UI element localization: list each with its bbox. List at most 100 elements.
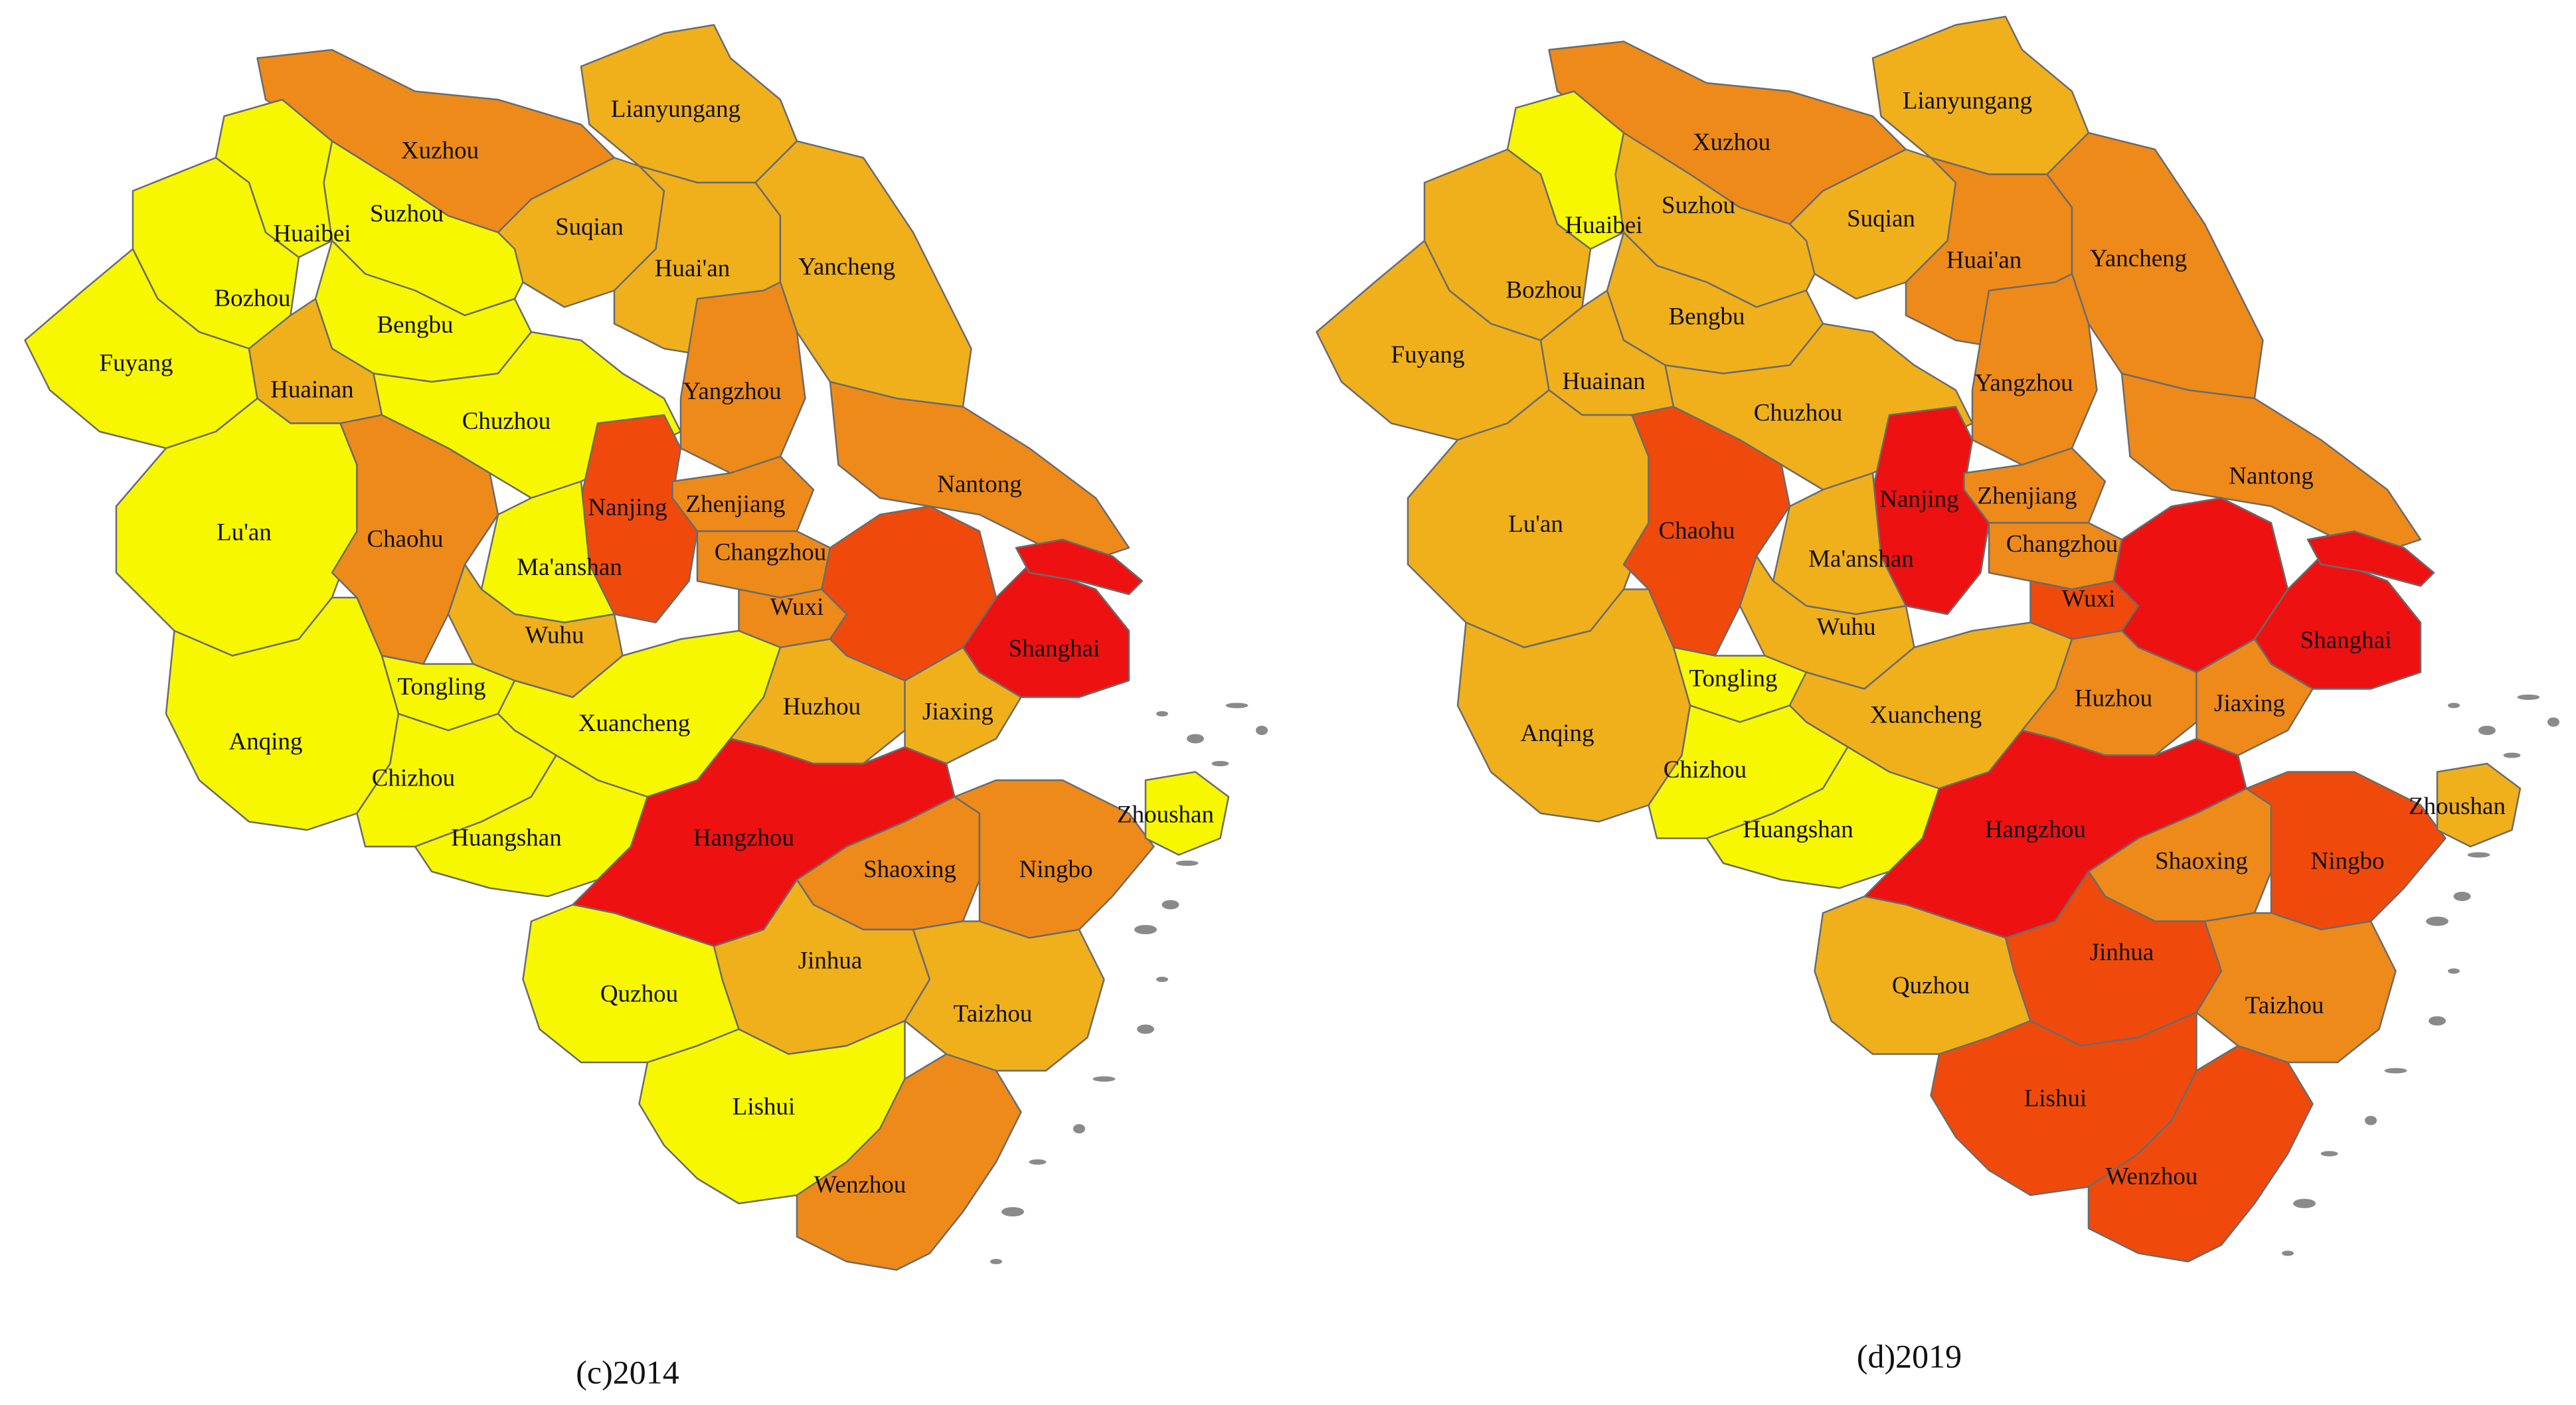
region-ningbo — [2245, 771, 2447, 931]
city-label: Wenzhou — [814, 1171, 906, 1198]
city-label: Changzhou — [2006, 531, 2118, 558]
city-label: Lianyungang — [1903, 87, 2032, 114]
region-jiaxing — [904, 646, 1022, 765]
city-label: Ma'anshan — [1808, 545, 1914, 572]
city-label: Xuancheng — [578, 710, 691, 737]
city-label: Suzhou — [1662, 192, 1735, 219]
island-mark — [2384, 1068, 2407, 1074]
city-label: Bengbu — [377, 311, 453, 339]
city-label: Jiaxing — [922, 698, 993, 725]
city-label: Zhoushan — [2409, 793, 2506, 820]
city-label: Hangzhou — [693, 824, 794, 851]
island-mark — [2293, 1198, 2316, 1208]
city-label: Chuzhou — [1754, 399, 1843, 426]
city-label: Ningbo — [2311, 847, 2385, 874]
city-label: Lishui — [2024, 1085, 2087, 1112]
island-chongming — [1015, 538, 1144, 596]
city-label: Shanghai — [1009, 635, 1100, 662]
city-label: Yangzhou — [1974, 369, 2073, 396]
city-label: Huzhou — [2075, 685, 2152, 712]
city-label: Taizhou — [2245, 992, 2324, 1019]
region-jiaxing — [2195, 638, 2314, 756]
city-label: Yangzhou — [683, 378, 781, 405]
island-mark — [1092, 1076, 1116, 1082]
city-label: Tongling — [397, 673, 485, 701]
island-mark — [2282, 1250, 2294, 1256]
city-label: Wenzhou — [2106, 1163, 2198, 1190]
city-label: Fuyang — [1391, 341, 1465, 369]
city-label: Chaohu — [367, 525, 443, 552]
island-mark — [990, 1259, 1002, 1264]
island-mark — [2547, 717, 2559, 727]
region-zhoushan — [2436, 762, 2522, 848]
city-label: Chuzhou — [462, 408, 551, 435]
city-label: Nanjing — [588, 494, 667, 521]
island-mark — [2320, 1151, 2338, 1157]
city-label: Huaibei — [273, 220, 351, 247]
city-label: Chizhou — [1664, 756, 1747, 784]
city-label: Huangshan — [1743, 816, 1853, 843]
city-label: Huainan — [1562, 368, 1645, 395]
island-mark — [2453, 892, 2471, 901]
island-mark — [1156, 711, 1168, 716]
island-mark — [1134, 925, 1157, 934]
island-mark — [2448, 968, 2460, 974]
city-label: Zhenjiang — [685, 491, 785, 518]
city-label: Fuyang — [100, 349, 173, 376]
region-ningbo — [954, 779, 1155, 939]
region-taizhou — [2195, 912, 2397, 1064]
island-mark — [1029, 1159, 1047, 1165]
city-label: Bozhou — [1505, 276, 1582, 303]
island-mark — [1175, 861, 1199, 866]
region-chizhou — [1648, 704, 1849, 839]
map-1: Xuzhou Lianyungang Suzhou Huaibei Suqian Huai… — [1316, 15, 2559, 1374]
island-mark — [2365, 1116, 2377, 1125]
city-label: Huaibei — [1565, 212, 1642, 239]
island-mark — [1187, 734, 1204, 744]
city-label: Hangzhou — [1985, 816, 2086, 843]
city-label: Changzhou — [715, 538, 827, 566]
city-label: Lu'an — [1508, 511, 1563, 538]
city-label: Bozhou — [214, 285, 290, 312]
city-label: Huai'an — [1946, 246, 2022, 274]
city-label: Suqian — [555, 213, 624, 240]
map-caption: (c)2014 — [576, 1353, 679, 1390]
city-label: Lu'an — [216, 519, 272, 546]
city-label: Lishui — [732, 1093, 796, 1120]
city-label: Tongling — [1689, 665, 1777, 692]
city-label: Xuancheng — [1870, 701, 1982, 728]
island-mark — [1137, 1025, 1154, 1034]
island-mark — [1001, 1207, 1024, 1216]
city-label: Wuxi — [2062, 585, 2116, 612]
city-label: Chaohu — [1658, 517, 1735, 544]
city-label: Xuzhou — [1693, 129, 1770, 156]
map-0: Xuzhou Lianyungang Suzhou Huaibei Suqian Huai… — [24, 24, 1268, 1390]
city-label: Quzhou — [1892, 972, 1970, 999]
city-label: Suqian — [1847, 205, 1915, 232]
city-label: Quzhou — [600, 980, 678, 1007]
city-label: Yancheng — [798, 253, 895, 280]
city-label: Shanghai — [2300, 627, 2392, 654]
city-label: Lianyungang — [611, 96, 740, 123]
city-label: Jinhua — [798, 947, 863, 974]
city-label: Huangshan — [451, 824, 561, 851]
region-wenzhou — [2087, 1044, 2314, 1263]
region-chizhou — [356, 712, 557, 848]
city-label: Suzhou — [370, 200, 444, 227]
island-mark — [1156, 977, 1168, 982]
city-label: Xuzhou — [401, 137, 479, 164]
region-taizhou — [904, 920, 1105, 1072]
city-label: Shaoxing — [2155, 847, 2248, 874]
island-mark — [1256, 726, 1268, 735]
city-label: Zhoushan — [1117, 801, 1214, 828]
island-mark — [1161, 900, 1179, 910]
island-mark — [2426, 916, 2448, 926]
island-mark — [2467, 852, 2490, 858]
island-mark — [1225, 702, 1248, 708]
island-mark — [2478, 726, 2496, 735]
city-label: Anqing — [229, 728, 303, 755]
city-label: Yancheng — [2090, 245, 2187, 272]
city-label: Shaoxing — [863, 856, 956, 883]
island-mark — [1073, 1124, 1085, 1133]
